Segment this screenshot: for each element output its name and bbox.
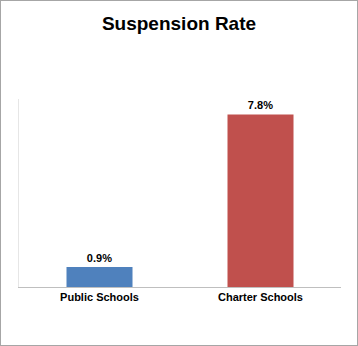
svg-text:7.8%: 7.8% xyxy=(248,99,273,111)
svg-text:Suspension Rate: Suspension Rate xyxy=(102,13,256,34)
svg-text:Public Schools: Public Schools xyxy=(60,291,139,303)
svg-text:0.9%: 0.9% xyxy=(87,252,112,264)
svg-text:Charter Schools: Charter Schools xyxy=(218,291,303,303)
